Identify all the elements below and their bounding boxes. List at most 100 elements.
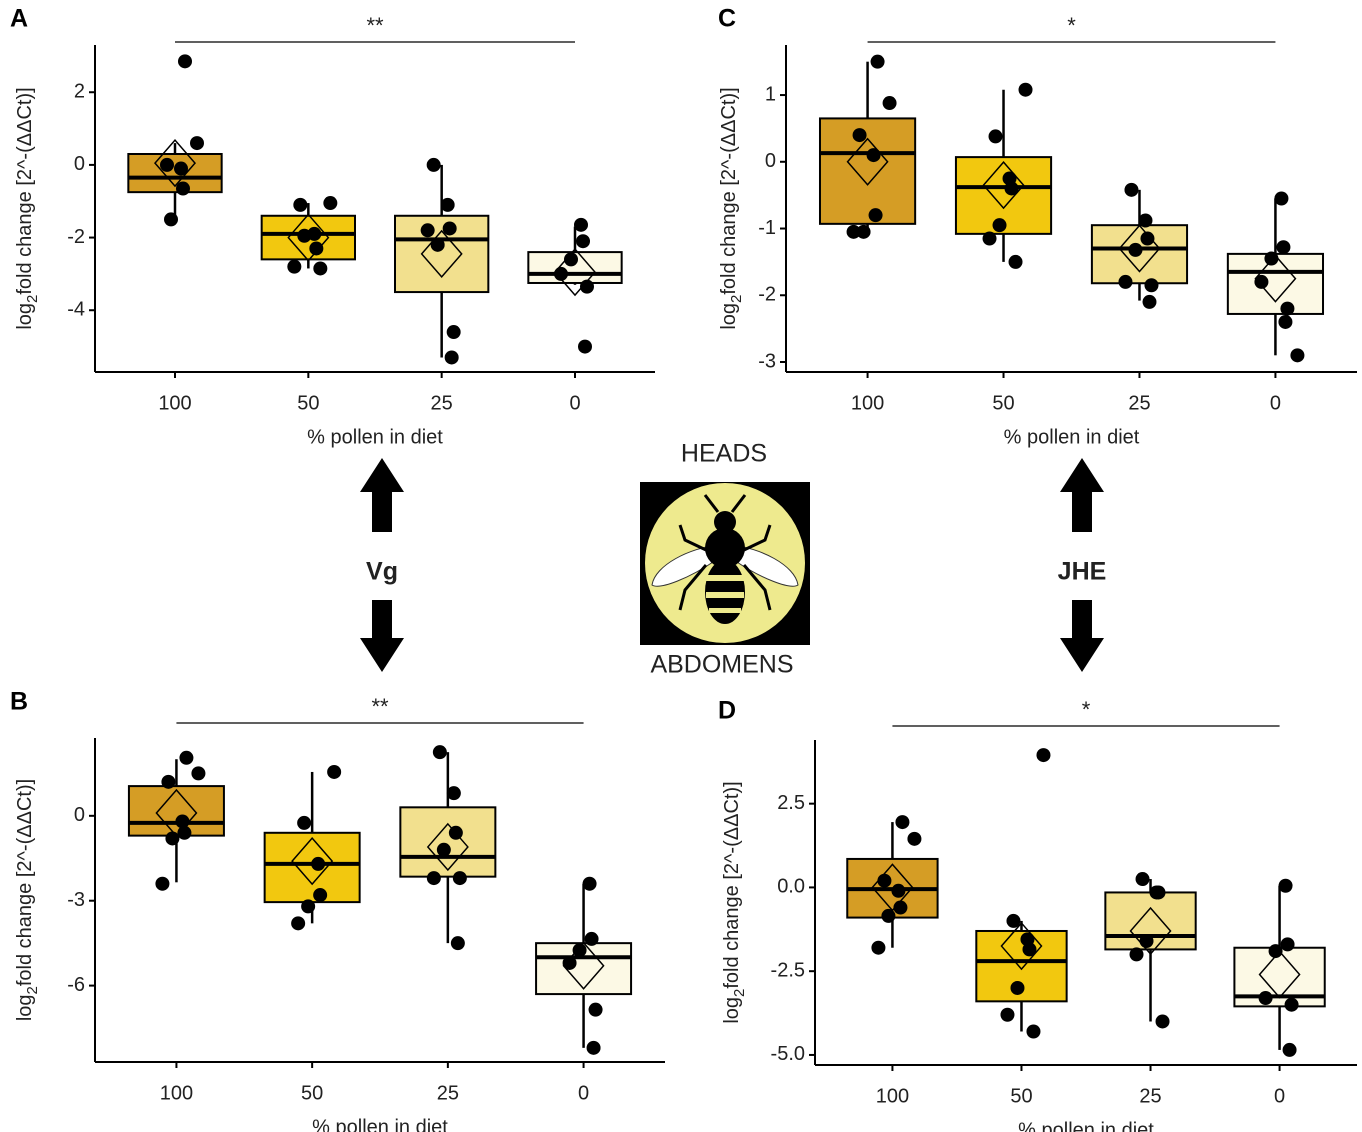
point xyxy=(1118,275,1132,289)
point xyxy=(1156,1014,1170,1028)
point xyxy=(585,932,599,946)
point xyxy=(437,843,451,857)
y-tick-label: -1 xyxy=(758,217,776,239)
box xyxy=(820,118,915,223)
x-tick-label: 50 xyxy=(301,1082,323,1104)
point xyxy=(427,158,441,172)
page: HEADS ABDOMENS Vg JHE A**-4-202log2fold … xyxy=(0,0,1362,1132)
y-tick-label: -4 xyxy=(67,299,85,321)
point xyxy=(447,786,461,800)
y-title-part: fold change [2^-(ΔΔCt)] xyxy=(14,87,36,294)
y-tick-label: 2 xyxy=(74,81,85,103)
y-title-sub: 2 xyxy=(24,295,41,303)
x-tick-label: 0 xyxy=(569,392,580,414)
x-axis-title: % pollen in diet xyxy=(1018,1119,1154,1132)
point xyxy=(589,1003,603,1017)
point xyxy=(1019,83,1033,97)
point xyxy=(421,223,435,237)
point xyxy=(983,232,997,246)
significance: ** xyxy=(371,694,389,719)
figure: HEADS ABDOMENS Vg JHE A**-4-202log2fold … xyxy=(0,0,1362,1132)
point xyxy=(191,766,205,780)
point xyxy=(1144,278,1158,292)
box xyxy=(400,807,495,876)
x-tick-label: 0 xyxy=(578,1082,589,1104)
point xyxy=(179,751,193,765)
point xyxy=(161,775,175,789)
panel-label: D xyxy=(718,697,736,725)
y-tick-label: -5.0 xyxy=(771,1043,805,1065)
point xyxy=(190,136,204,150)
panel-label: C xyxy=(718,5,736,33)
x-tick-label: 0 xyxy=(1270,392,1281,414)
point xyxy=(1130,947,1144,961)
point xyxy=(891,884,905,898)
point xyxy=(1279,879,1293,893)
x-tick-label: 25 xyxy=(431,392,453,414)
x-tick-label: 50 xyxy=(297,392,319,414)
y-title-part: fold change [2^-(ΔΔCt)] xyxy=(718,87,740,294)
y-title-part: fold change [2^-(ΔΔCt)] xyxy=(14,779,36,986)
point xyxy=(309,241,323,255)
significance: * xyxy=(1067,13,1076,38)
point xyxy=(165,831,179,845)
x-tick-label: 25 xyxy=(1128,392,1150,414)
point xyxy=(1280,302,1294,316)
point xyxy=(574,218,588,232)
point xyxy=(291,916,305,930)
y-title-part: log xyxy=(14,994,36,1021)
y-tick-label: -3 xyxy=(67,889,85,911)
point xyxy=(1128,243,1142,257)
point xyxy=(453,871,467,885)
point xyxy=(907,832,921,846)
point xyxy=(883,96,897,110)
point xyxy=(1259,991,1273,1005)
x-axis-title: % pollen in diet xyxy=(307,426,443,448)
point xyxy=(847,225,861,239)
point xyxy=(287,260,301,274)
point xyxy=(297,816,311,830)
y-tick-label: 0 xyxy=(74,153,85,175)
point xyxy=(576,234,590,248)
point xyxy=(587,1041,601,1055)
y-tick-label: 2.5 xyxy=(777,792,805,814)
point xyxy=(433,745,447,759)
point xyxy=(871,941,885,955)
point xyxy=(1290,348,1304,362)
y-tick-label: -6 xyxy=(67,974,85,996)
x-axis-title: % pollen in diet xyxy=(1004,426,1140,448)
y-axis-title: log2fold change [2^-(ΔΔCt)] xyxy=(721,781,748,1023)
point xyxy=(853,128,867,142)
point xyxy=(293,198,307,212)
point xyxy=(1124,183,1138,197)
x-tick-label: 25 xyxy=(437,1082,459,1104)
x-tick-label: 25 xyxy=(1139,1085,1161,1107)
x-tick-label: 100 xyxy=(876,1085,909,1107)
point xyxy=(1285,998,1299,1012)
y-title-part: log xyxy=(721,997,743,1024)
point xyxy=(993,218,1007,232)
jhe-label: JHE xyxy=(1058,558,1107,586)
point xyxy=(1009,255,1023,269)
point xyxy=(160,158,174,172)
point xyxy=(871,55,885,69)
point xyxy=(1142,295,1156,309)
y-title-sub: 2 xyxy=(728,295,745,303)
point xyxy=(441,198,455,212)
point xyxy=(1283,1043,1297,1057)
point xyxy=(155,877,169,891)
point xyxy=(877,874,891,888)
point xyxy=(1138,214,1152,228)
y-tick-label: 0.0 xyxy=(777,876,805,898)
point xyxy=(323,196,337,210)
x-tick-label: 0 xyxy=(1274,1085,1285,1107)
point xyxy=(1036,748,1050,762)
y-title-part: fold change [2^-(ΔΔCt)] xyxy=(721,781,743,988)
point xyxy=(451,936,465,950)
abdomens-label: ABDOMENS xyxy=(650,651,793,679)
y-axis-title: log2fold change [2^-(ΔΔCt)] xyxy=(14,779,41,1021)
x-tick-label: 100 xyxy=(851,392,884,414)
point xyxy=(313,888,327,902)
point xyxy=(1000,1008,1014,1022)
point xyxy=(1140,934,1154,948)
